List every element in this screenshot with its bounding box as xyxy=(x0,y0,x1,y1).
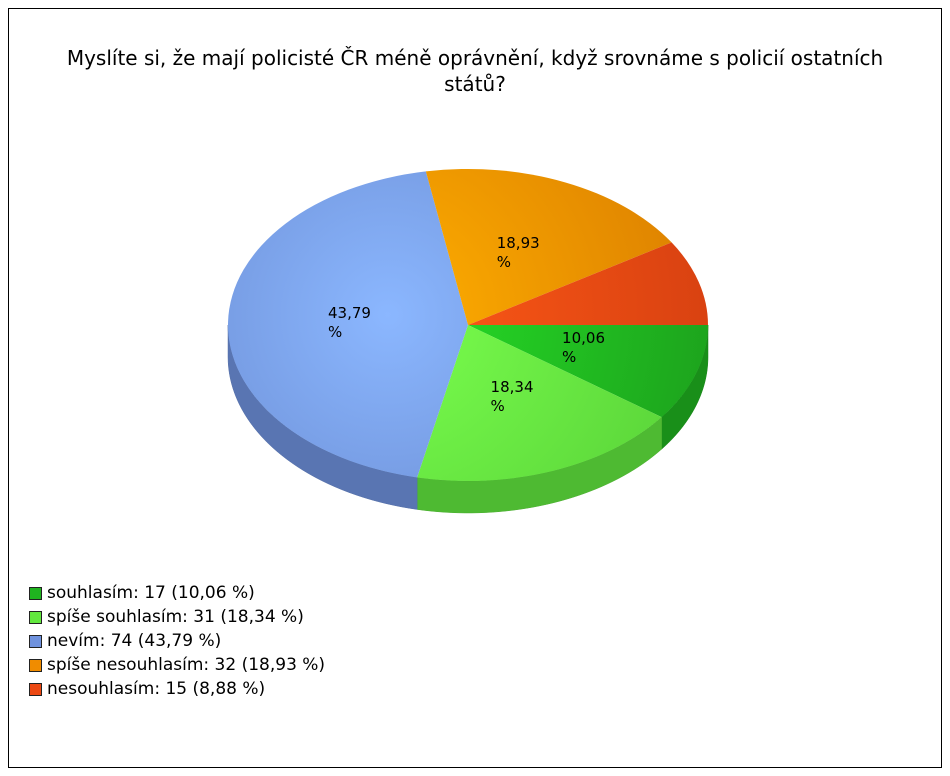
legend-item: nevím: 74 (43,79 %) xyxy=(29,631,222,651)
legend-item: spíše nesouhlasím: 32 (18,93 %) xyxy=(29,655,326,675)
legend-swatch xyxy=(29,659,42,672)
slice-label: 43,79 % xyxy=(328,303,371,341)
pie-slice xyxy=(468,325,708,418)
pie-slice xyxy=(417,325,662,481)
slice-label: 18,93 % xyxy=(496,233,540,271)
legend-item: spíše souhlasím: 31 (18,34 %) xyxy=(29,607,304,627)
legend-swatch xyxy=(29,683,42,696)
legend-label: spíše nesouhlasím: 32 (18,93 %) xyxy=(47,655,326,675)
legend-label: nevím: 74 (43,79 %) xyxy=(47,631,222,651)
pie-slice xyxy=(425,169,672,325)
chart: Myslíte si, že mají policisté ČR méně op… xyxy=(8,8,942,768)
pie-area xyxy=(227,169,709,514)
legend-item: nesouhlasím: 15 (8,88 %) xyxy=(29,679,266,699)
slice-label: 10,06 % xyxy=(562,329,605,367)
slice-label: 18,34 % xyxy=(490,377,534,415)
pie-slice xyxy=(468,242,708,325)
pie-slice xyxy=(228,171,468,478)
legend-item: souhlasím: 17 (10,06 %) xyxy=(29,583,255,603)
legend-swatch xyxy=(29,635,42,648)
legend-swatch xyxy=(29,587,42,600)
legend-label: souhlasím: 17 (10,06 %) xyxy=(47,583,255,603)
legend-label: spíše souhlasím: 31 (18,34 %) xyxy=(47,607,304,627)
legend-label: nesouhlasím: 15 (8,88 %) xyxy=(47,679,266,699)
chart-title: Myslíte si, že mají policisté ČR méně op… xyxy=(66,46,884,96)
legend-swatch xyxy=(29,611,42,624)
